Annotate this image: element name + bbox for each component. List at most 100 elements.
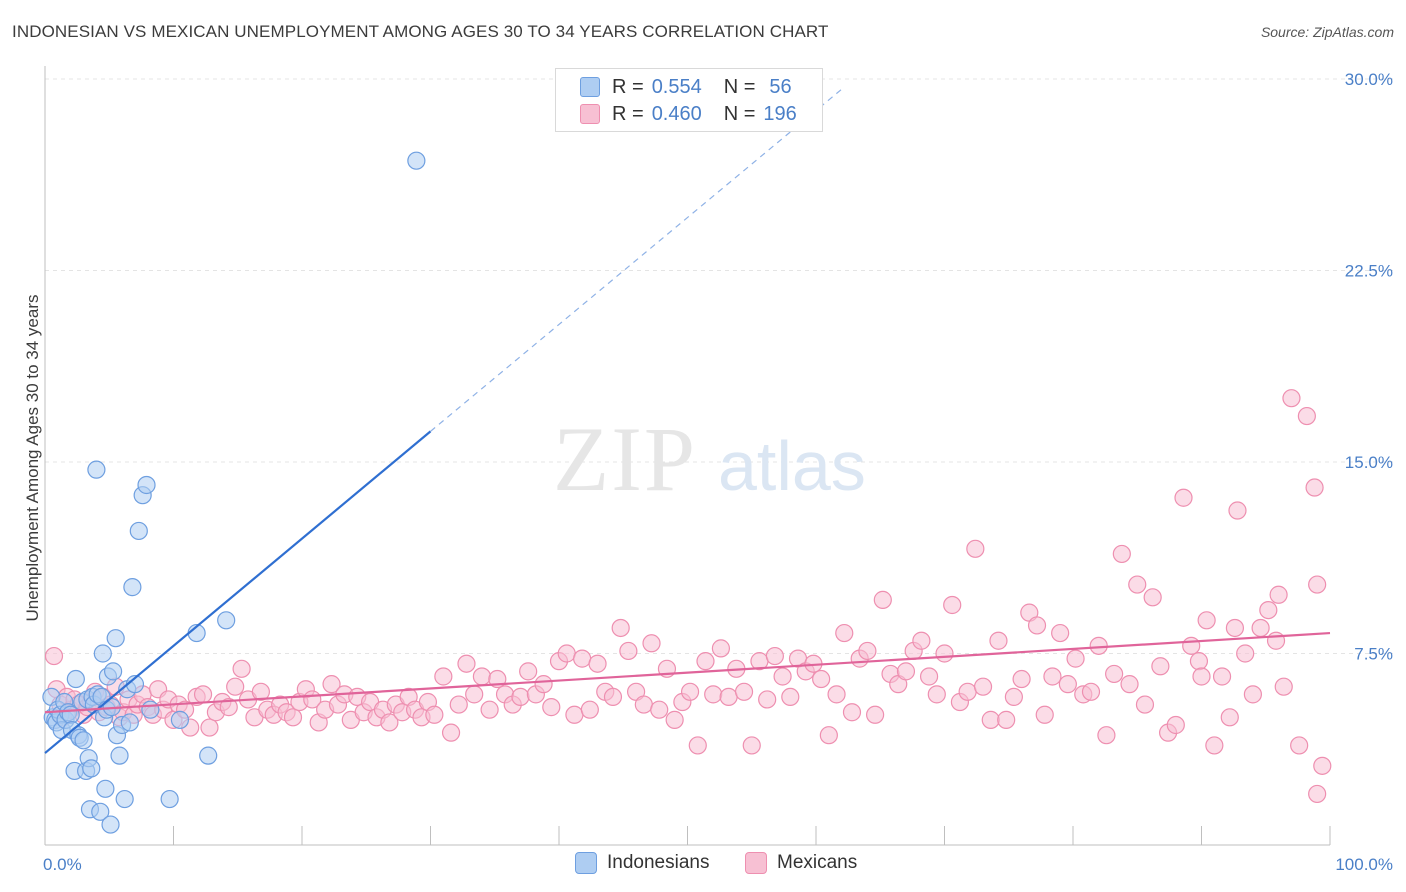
series-legend-indonesians[interactable]: Indonesians	[575, 852, 709, 874]
data-point	[758, 690, 777, 709]
series-swatch-indonesians	[575, 852, 597, 874]
data-point	[1174, 488, 1193, 507]
y-tick-label: 30.0%	[1345, 70, 1393, 89]
data-point	[588, 654, 607, 673]
data-point	[1035, 705, 1054, 724]
data-point	[827, 685, 846, 704]
data-point	[966, 539, 985, 558]
legend-n-value: 56	[769, 75, 792, 98]
legend-row-indonesians: R = 0.554 N = 56	[580, 75, 792, 99]
data-point	[1043, 667, 1062, 686]
data-point	[1166, 715, 1185, 735]
data-point	[1269, 585, 1288, 604]
series-swatch-mexicans	[745, 852, 767, 874]
data-point	[457, 654, 476, 673]
data-point	[425, 705, 444, 724]
data-point	[981, 710, 1000, 729]
data-point	[1058, 675, 1077, 694]
data-point	[82, 759, 101, 778]
trend-line-indonesians-extension	[430, 88, 843, 432]
data-point	[44, 646, 64, 666]
data-point	[91, 802, 110, 821]
data-point	[1220, 708, 1239, 727]
data-point	[866, 705, 885, 724]
data-point	[407, 151, 426, 170]
data-point	[519, 662, 538, 681]
chart-title: INDONESIAN VS MEXICAN UNEMPLOYMENT AMONG…	[12, 22, 829, 41]
data-point	[170, 710, 190, 729]
data-point	[1243, 685, 1263, 704]
watermark-atlas: atlas	[718, 427, 866, 505]
data-point	[935, 644, 954, 663]
data-point	[66, 669, 85, 689]
data-point	[734, 682, 754, 701]
correlation-legend: R = 0.554 N = 56 R = 0.460 N = 196	[555, 68, 823, 132]
data-point	[226, 677, 245, 696]
data-point	[819, 726, 838, 745]
data-point	[719, 687, 738, 707]
data-point	[110, 746, 129, 765]
data-point	[773, 667, 792, 686]
data-point	[973, 677, 993, 696]
data-point	[912, 631, 931, 650]
data-point	[74, 731, 93, 750]
data-point	[137, 475, 156, 495]
data-point	[1120, 675, 1139, 694]
data-point	[642, 634, 661, 653]
grid-layer	[45, 78, 1395, 654]
data-point	[711, 639, 731, 658]
data-point	[842, 703, 862, 722]
data-point	[1236, 644, 1255, 663]
legend-r-value: 0.460	[651, 102, 702, 125]
data-point	[1012, 669, 1031, 689]
tick-labels: 7.5% 15.0% 22.5% 30.0% 0.0% 100.0%	[43, 70, 1393, 874]
data-point	[101, 815, 120, 834]
data-point	[997, 710, 1016, 729]
legend-swatch-mexicans	[580, 104, 600, 124]
series-label-indonesians: Indonesians	[607, 852, 710, 873]
data-point	[1282, 389, 1301, 408]
data-point	[835, 623, 854, 643]
data-point	[619, 641, 638, 661]
legend-r-label: R =	[612, 75, 644, 98]
data-point	[160, 789, 179, 809]
data-point	[557, 644, 576, 663]
data-point	[141, 700, 160, 719]
data-point	[129, 521, 148, 541]
data-point	[873, 590, 892, 609]
legend-swatch-indonesians	[580, 77, 600, 97]
data-point	[1225, 618, 1245, 638]
data-point	[322, 675, 341, 694]
data-point	[1297, 406, 1316, 426]
data-point	[665, 710, 684, 729]
data-point	[115, 789, 134, 809]
data-point	[219, 698, 238, 717]
series-label-mexicans: Mexicans	[777, 852, 858, 873]
data-point	[1290, 736, 1309, 755]
trend-layer	[44, 88, 1331, 754]
data-point	[1274, 677, 1293, 696]
data-point	[283, 708, 303, 727]
data-point	[1228, 501, 1247, 520]
data-point	[1143, 588, 1162, 607]
legend-r-label: R =	[612, 102, 644, 125]
trend-line-mexicans	[44, 631, 1331, 714]
data-point	[580, 700, 599, 719]
data-point	[1266, 631, 1286, 650]
data-point	[1097, 726, 1116, 745]
data-point	[472, 667, 491, 686]
data-point	[611, 618, 630, 638]
data-point	[1259, 600, 1278, 620]
data-point	[104, 662, 123, 681]
data-point	[1212, 667, 1232, 686]
data-point	[696, 652, 715, 671]
data-point	[1182, 636, 1201, 655]
legend-n-value: 196	[763, 102, 797, 125]
series-legend-mexicans[interactable]: Mexicans	[745, 852, 857, 874]
points-layer	[42, 151, 1332, 834]
data-point	[688, 736, 707, 755]
data-point	[1027, 616, 1047, 635]
data-point	[573, 649, 592, 668]
legend-n-label: N =	[723, 102, 756, 125]
data-point	[1313, 756, 1332, 775]
